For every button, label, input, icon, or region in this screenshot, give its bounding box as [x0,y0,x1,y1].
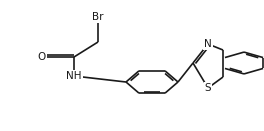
Text: Br: Br [92,12,104,22]
Text: NH: NH [66,71,82,81]
Text: N: N [204,39,212,49]
Text: S: S [205,83,211,93]
Text: O: O [38,52,46,62]
